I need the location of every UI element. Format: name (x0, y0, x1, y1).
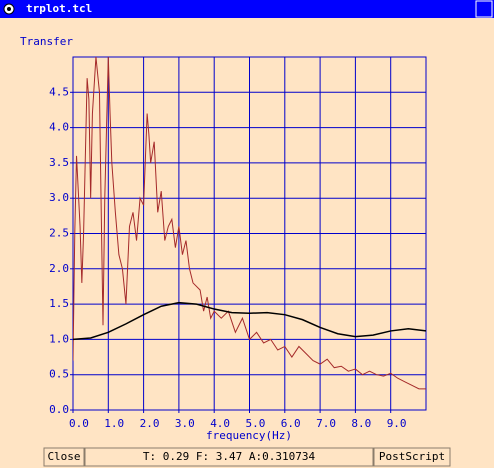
x-tick-label: 9.0 (387, 417, 407, 430)
x-tick-label: 4.0 (210, 417, 230, 430)
status-box (84, 447, 374, 467)
y-tick-label: 4.5 (49, 85, 69, 98)
y-tick-label: 1.0 (49, 332, 69, 345)
y-tick-label: 2.5 (49, 227, 69, 240)
series-line (73, 301, 426, 341)
x-tick-label: 5.0 (246, 417, 266, 430)
y-tick-label: 3.5 (49, 156, 69, 169)
canvas (0, 18, 494, 446)
window-menu-dot (7, 7, 11, 11)
title-bar (0, 0, 494, 18)
series-line (73, 57, 426, 390)
postscript-label: PostScript (379, 450, 445, 463)
x-tick-label: 0.0 (69, 417, 89, 430)
close-label: Close (47, 450, 80, 463)
postscript-button[interactable] (373, 447, 451, 467)
x-tick-label: 3.0 (175, 417, 195, 430)
y-tick-label: 1.5 (49, 297, 69, 310)
x-tick-label: 8.0 (351, 417, 371, 430)
x-tick-label: 7.0 (316, 417, 336, 430)
x-tick-label: 6.0 (281, 417, 301, 430)
x-axis-label: frequency(Hz) (206, 429, 292, 442)
window-button[interactable] (475, 0, 493, 18)
y-tick-label: 2.0 (49, 262, 69, 275)
x-tick-label: 1.0 (104, 417, 124, 430)
y-tick-label: 4.0 (49, 121, 69, 134)
y-axis-label: Transfer (20, 35, 73, 48)
status-text: T: 0.29 F: 3.47 A:0.310734 (143, 450, 316, 463)
window-title: trplot.tcl (26, 2, 92, 15)
y-tick-label: 0.0 (49, 403, 69, 416)
close-button[interactable] (43, 447, 85, 467)
x-tick-label: 2.0 (140, 417, 160, 430)
y-tick-label: 3.0 (49, 191, 69, 204)
y-tick-label: 0.5 (49, 368, 69, 381)
